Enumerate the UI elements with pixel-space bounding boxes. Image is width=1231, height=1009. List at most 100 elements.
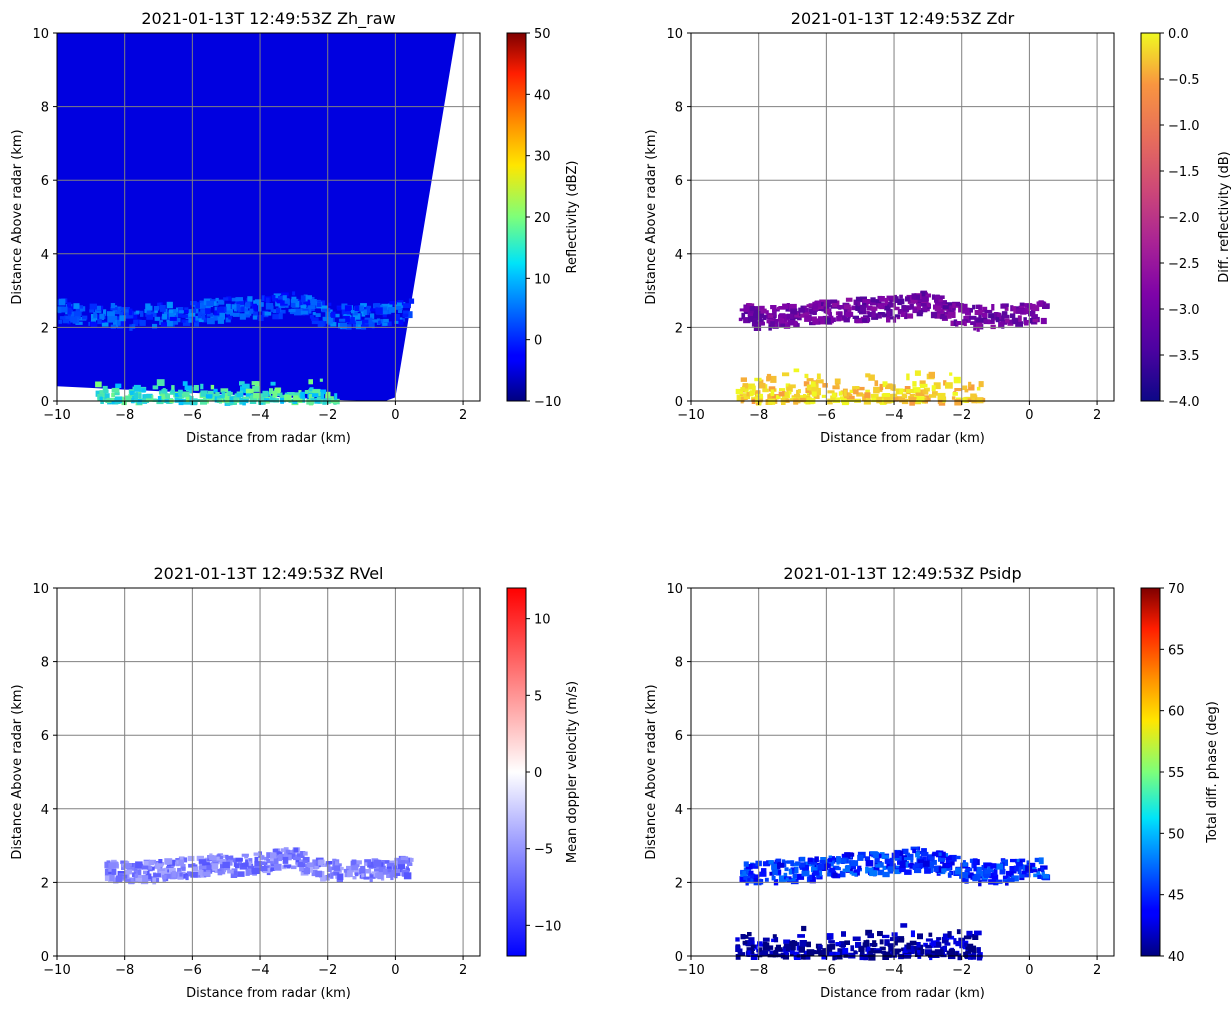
- colorbar-tick-label: 70: [1168, 582, 1185, 597]
- echo-cell: [845, 297, 853, 302]
- echo-cell: [993, 869, 998, 876]
- echo-cell: [868, 947, 876, 954]
- echo-cell: [163, 394, 170, 401]
- echo-cell: [870, 306, 878, 311]
- colorbar-tick-label: 55: [1168, 766, 1185, 781]
- echo-cell: [783, 860, 787, 868]
- echo-cell: [933, 865, 939, 872]
- echo-cell: [232, 312, 240, 317]
- echo-cell: [972, 934, 979, 940]
- echo-cell: [919, 380, 926, 387]
- echo-cell: [159, 305, 166, 312]
- echo-cell: [194, 320, 200, 327]
- echo-cell: [1017, 860, 1023, 864]
- echo-cell: [168, 309, 176, 315]
- echo-cell: [912, 381, 917, 387]
- echo-cell: [169, 859, 176, 866]
- echo-cell: [952, 303, 956, 309]
- colorbar-tick-label: 10: [534, 613, 551, 628]
- echo-cell: [837, 311, 843, 317]
- echo-cell: [241, 306, 249, 312]
- echo-cell: [801, 925, 807, 932]
- echo-cell: [920, 851, 929, 857]
- echo-cell: [793, 866, 799, 874]
- echo-cell: [955, 951, 959, 956]
- echo-cell: [920, 291, 926, 297]
- echo-cell: [964, 388, 969, 393]
- echo-cell: [389, 301, 397, 305]
- grid-lines: [690, 32, 1114, 402]
- colorbar-tick-label: 50: [534, 27, 551, 42]
- echo-cell: [1037, 302, 1043, 307]
- echo-cell: [884, 858, 892, 864]
- echo-cell: [835, 398, 840, 402]
- echo-cell: [898, 948, 902, 953]
- echo-cell: [134, 873, 139, 878]
- echo-cell: [992, 314, 1000, 320]
- echo-cell: [188, 395, 194, 401]
- echo-cell: [279, 394, 287, 399]
- echo-cell: [308, 389, 316, 395]
- echo-cell: [967, 874, 973, 879]
- echo-cell: [832, 317, 836, 322]
- echo-cell: [772, 870, 778, 876]
- echo-cell: [135, 310, 140, 314]
- echo-cell: [319, 859, 325, 865]
- echo-cell: [95, 390, 100, 397]
- echo-cell: [1025, 865, 1033, 872]
- echo-cell: [809, 877, 816, 884]
- echo-cell: [828, 855, 832, 860]
- echo-cell: [934, 313, 941, 319]
- echo-cell: [309, 387, 313, 392]
- echo-cell: [1019, 873, 1024, 878]
- echo-cell: [974, 930, 982, 936]
- x-axis-label: Distance from radar (km): [820, 986, 985, 1001]
- colorbar-tick-label: 0: [534, 766, 542, 781]
- echo-cell: [1038, 857, 1044, 865]
- echo-cell: [768, 398, 776, 405]
- echo-cell: [740, 396, 744, 404]
- echo-cell: [990, 872, 995, 876]
- echo-cell: [789, 303, 797, 311]
- echo-cell: [836, 315, 842, 322]
- echo-cell: [967, 398, 972, 403]
- echo-cell: [928, 371, 935, 379]
- echo-cell: [169, 316, 177, 321]
- echo-cell: [338, 318, 346, 322]
- echo-cell: [882, 381, 888, 386]
- echo-cell: [922, 856, 927, 863]
- echo-cell: [770, 375, 777, 383]
- echo-cell: [276, 307, 281, 314]
- echo-cell: [786, 386, 793, 392]
- echo-cell: [798, 313, 805, 318]
- echo-cell: [220, 388, 229, 393]
- echo-cell: [363, 309, 367, 316]
- echo-cell: [176, 307, 180, 312]
- echo-cell: [790, 860, 795, 867]
- y-tick-label: 6: [675, 729, 683, 744]
- echo-cell: [185, 875, 189, 881]
- echo-cell: [237, 871, 245, 877]
- y-tick-label: 10: [32, 27, 49, 42]
- echo-cell: [282, 856, 289, 864]
- echo-cell: [770, 321, 775, 328]
- echo-cell: [772, 318, 779, 324]
- echo-cell: [97, 318, 102, 325]
- echo-cell: [1017, 867, 1022, 875]
- echo-cell: [187, 855, 195, 862]
- echo-cell: [225, 855, 232, 860]
- echo-region-1: [738, 290, 1050, 332]
- echo-cell: [873, 948, 882, 952]
- echo-cell: [273, 398, 280, 403]
- echo-cell: [735, 945, 741, 952]
- echo-cell: [143, 394, 152, 399]
- echo-cell: [922, 860, 930, 867]
- echo-cell: [238, 304, 245, 308]
- echo-cell: [768, 386, 776, 392]
- echo-cell: [773, 950, 778, 958]
- colorbar-tick-label: 50: [1168, 827, 1185, 842]
- echo-cell: [981, 312, 988, 317]
- echo-cell: [921, 300, 926, 305]
- y-tick-label: 10: [666, 27, 683, 42]
- echo-cell: [926, 953, 932, 957]
